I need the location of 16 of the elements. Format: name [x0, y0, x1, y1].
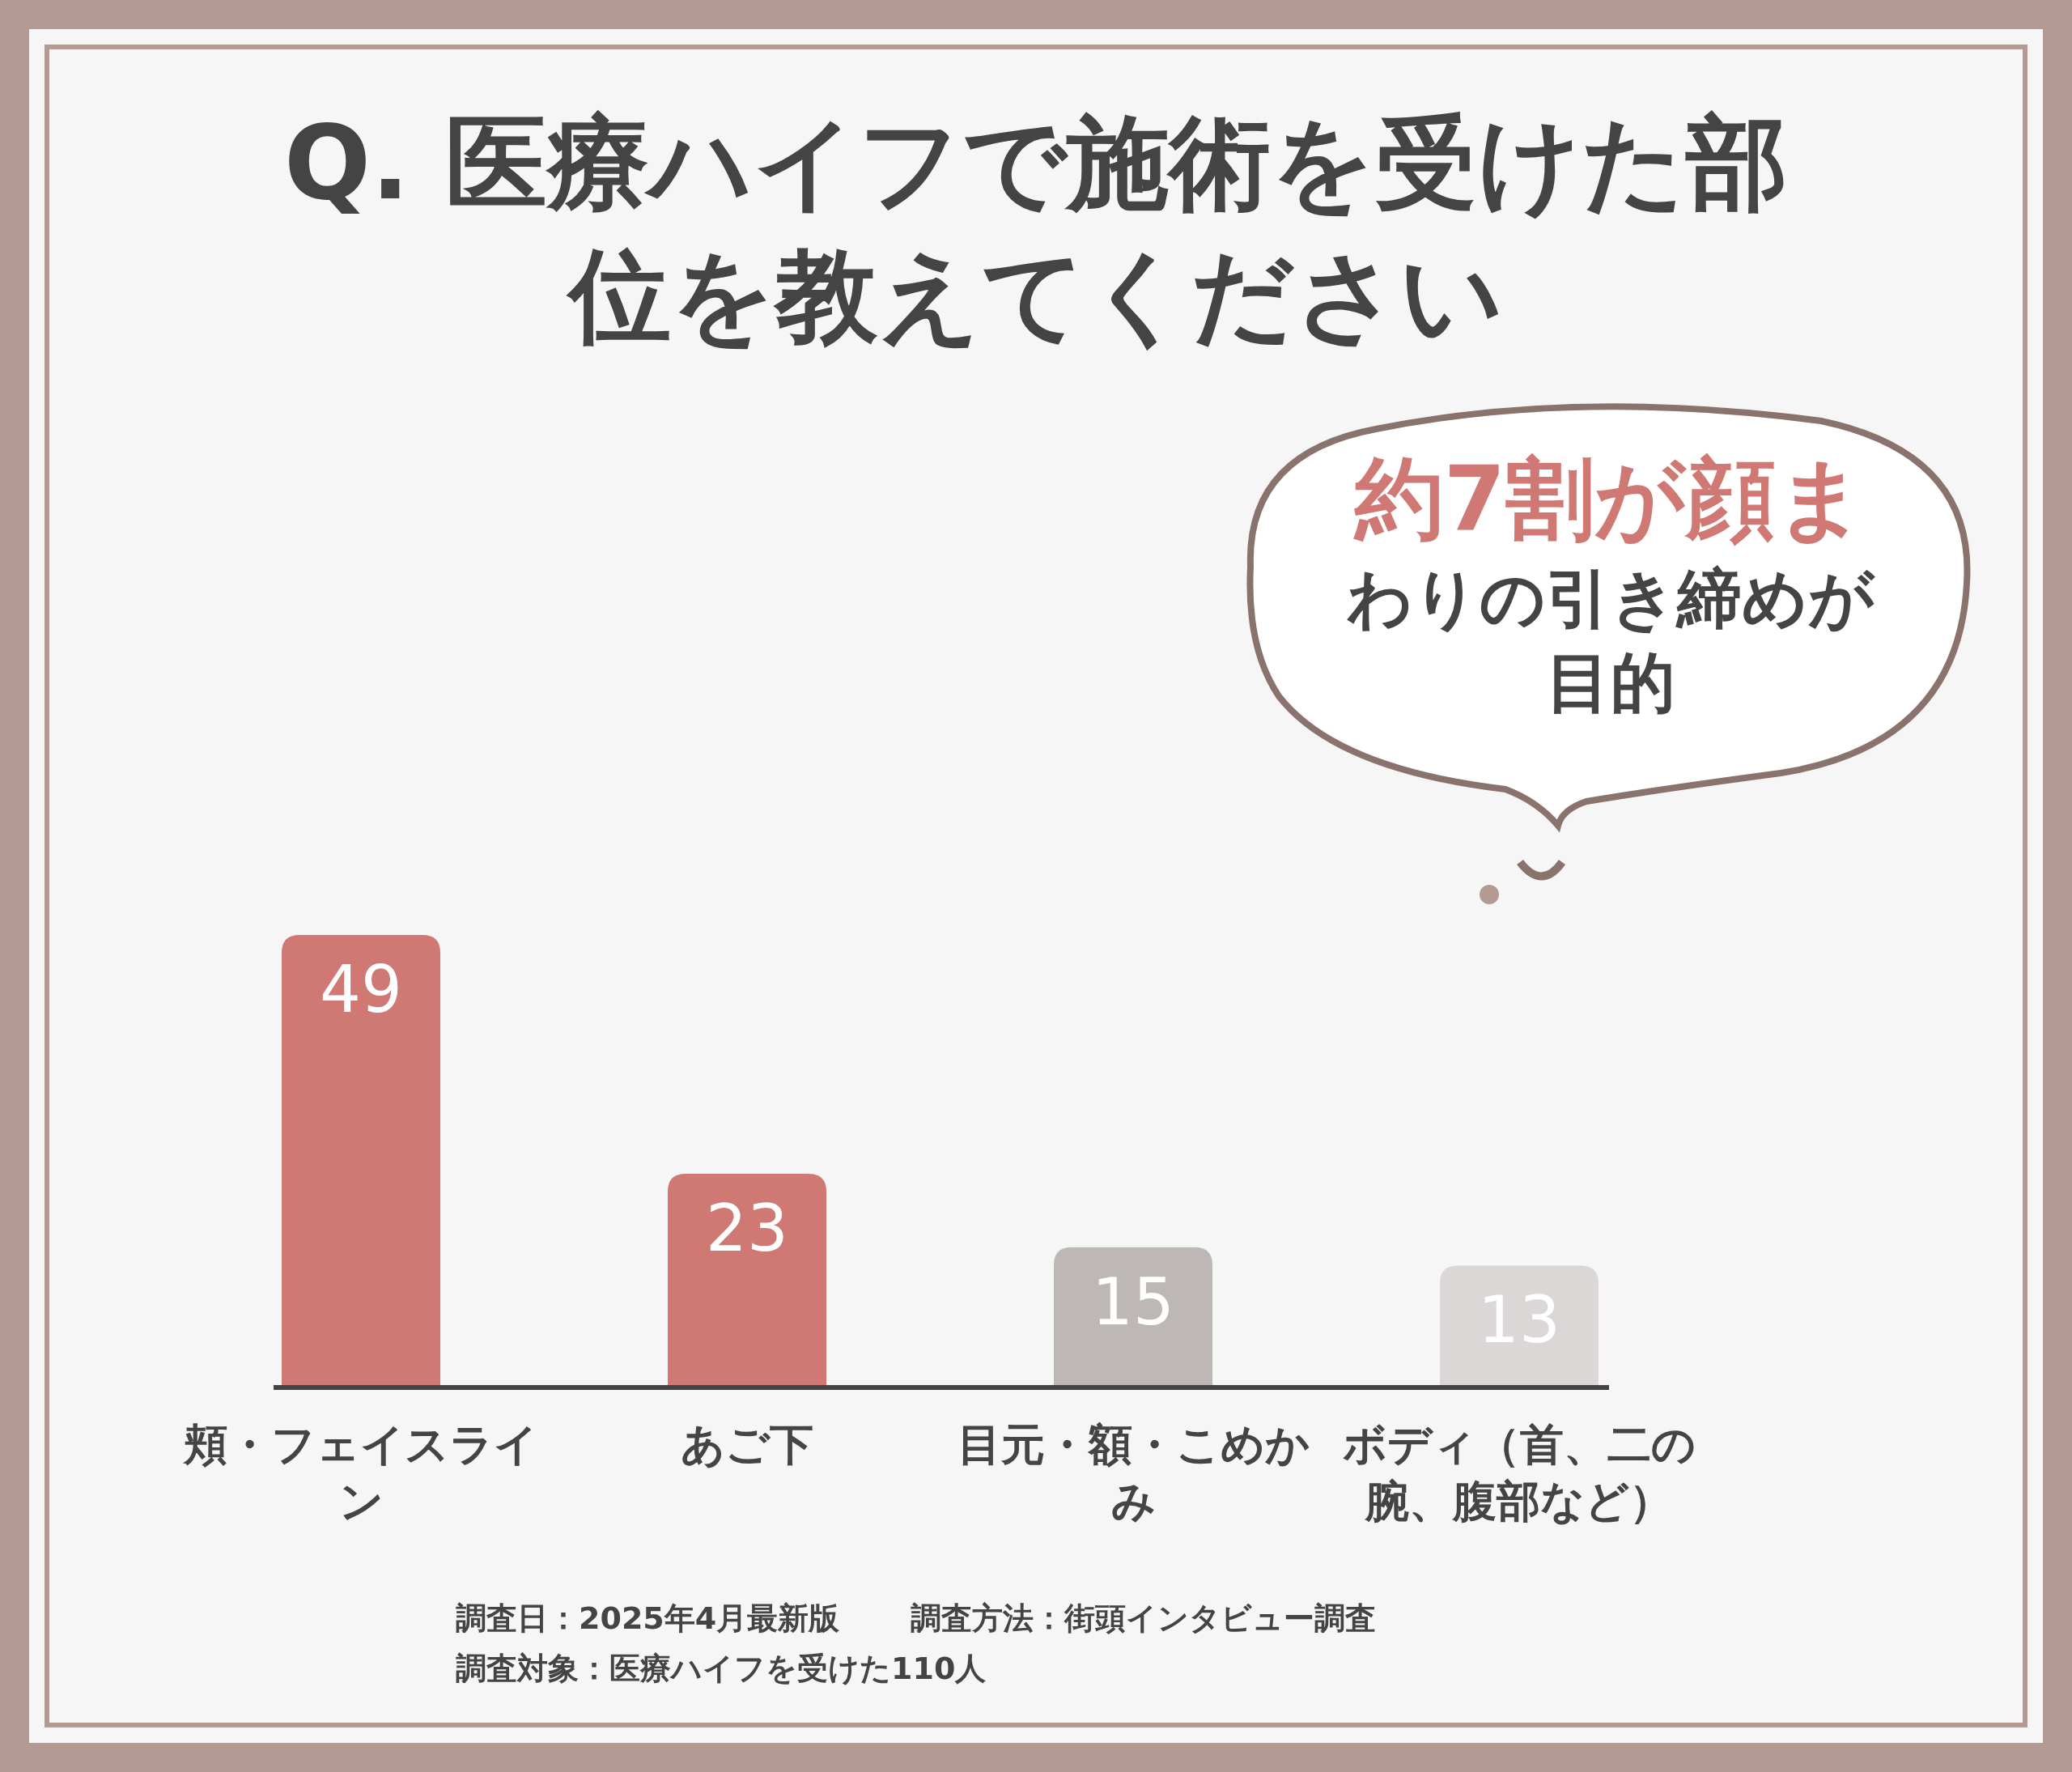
- text: 調査対象：医療ハイフを受けた110人: [456, 1650, 987, 1688]
- data-label: 49: [320, 952, 402, 1027]
- bar: [1054, 1247, 1212, 1385]
- x-tick-label: 目元・額・こめかみ: [956, 1418, 1310, 1529]
- text: 調査方法：街頭インタビュー調査: [911, 1600, 1377, 1638]
- bar: [668, 1174, 826, 1385]
- data-label: 23: [706, 1191, 788, 1267]
- data-label: 15: [1092, 1264, 1174, 1340]
- bar: [1440, 1265, 1599, 1385]
- text: 調査日：2025年4月最新版: [456, 1600, 841, 1638]
- x-tick-label: ボディ（首、二の腕、腹部など）: [1342, 1418, 1696, 1529]
- bar: [282, 935, 440, 1385]
- x-tick-label: 頬・フェイスライン: [182, 1418, 539, 1529]
- text: 約7割が顔まわりの引き締めが目的: [1346, 446, 1876, 722]
- chart-title: Q. 医療ハイフで施術を受けた部位を教えてください: [283, 103, 1789, 357]
- x-tick-label: あご下: [680, 1418, 814, 1472]
